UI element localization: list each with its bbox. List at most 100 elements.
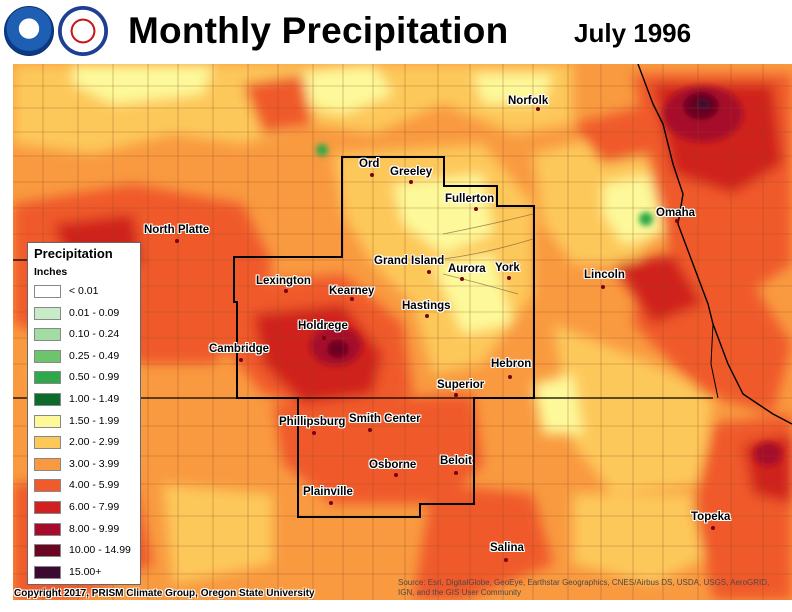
city-label-superior: Superior [437, 379, 485, 391]
legend-item: 10.00 - 14.99 [34, 542, 138, 558]
city-dot [460, 277, 464, 281]
city-dot [425, 314, 429, 318]
legend-item: 0.50 - 0.99 [34, 369, 138, 385]
city-label-plainville: Plainville [303, 486, 353, 498]
source-attribution: Source: Esri, DigitalGlobe, GeoEye, Eart… [398, 578, 770, 597]
city-label-hastings: Hastings [402, 300, 451, 312]
map-title: Monthly Precipitation [128, 10, 509, 51]
city-dot [454, 471, 458, 475]
city-label-north-platte: North Platte [144, 224, 210, 236]
map-date: July 1996 [574, 18, 692, 48]
legend-label: 0.50 - 0.99 [69, 371, 120, 384]
legend-item: 4.00 - 5.99 [34, 477, 138, 493]
legend-label: 2.00 - 2.99 [69, 436, 120, 449]
legend-item: 2.00 - 2.99 [34, 434, 138, 450]
legend-label: 6.00 - 7.99 [69, 501, 120, 513]
legend-item: 3.00 - 3.99 [34, 456, 138, 472]
legend-swatch [34, 414, 61, 428]
legend-label: 3.00 - 3.99 [69, 457, 120, 470]
city-label-aurora: Aurora [448, 263, 486, 275]
header: Monthly Precipitation July 1996 [0, 0, 792, 64]
legend-swatch [34, 285, 61, 298]
legend-swatch [34, 371, 61, 385]
legend-item: 0.01 - 0.09 [34, 305, 138, 321]
city-dot [601, 285, 605, 289]
city-dot [504, 558, 508, 562]
city-label-phillipsburg: Phillipsburg [279, 416, 346, 428]
legend-units: Inches [34, 266, 68, 278]
city-label-grand-island: Grand Island [374, 255, 445, 267]
city-dot [507, 276, 511, 280]
legend-swatch [34, 306, 61, 320]
city-label-cambridge: Cambridge [209, 343, 270, 355]
city-dot [175, 239, 179, 243]
legend-swatch [34, 479, 61, 493]
legend-swatch [34, 565, 61, 579]
city-label-ord: Ord [359, 158, 380, 170]
legend-swatch [34, 328, 61, 342]
city-dot [409, 180, 413, 184]
legend-item: 1.50 - 1.99 [34, 413, 138, 429]
city-label-hebron: Hebron [491, 358, 532, 370]
city-dot [454, 393, 458, 397]
legend-item: 15.00+ [34, 564, 138, 580]
legend-swatch [34, 436, 61, 450]
city-dot [711, 526, 715, 530]
city-label-lexington: Lexington [256, 275, 311, 287]
legend-swatch [34, 522, 61, 536]
legend-title: Precipitation [34, 246, 113, 261]
legend-item: 1.00 - 1.49 [34, 391, 138, 407]
city-label-holdrege: Holdrege [298, 320, 348, 332]
legend-label: 0.10 - 0.24 [69, 328, 120, 341]
legend-item: 0.25 - 0.49 [34, 348, 138, 364]
city-dot [322, 336, 326, 340]
city-label-osborne: Osborne [369, 459, 417, 471]
legend-label: 15.00+ [69, 565, 102, 578]
city-dot [427, 270, 431, 274]
city-dot [370, 173, 374, 177]
city-dot [394, 473, 398, 477]
city-dot [329, 501, 333, 505]
city-label-omaha: Omaha [656, 207, 695, 219]
legend-label: < 0.01 [69, 285, 99, 297]
legend: Precipitation Inches < 0.01 0.01 - 0.09 0.… [27, 242, 141, 585]
city-label-fullerton: Fullerton [445, 193, 495, 205]
legend-swatch [34, 349, 61, 363]
city-dot [350, 297, 354, 301]
city-dot [536, 107, 540, 111]
city-dot [675, 219, 679, 223]
legend-label: 4.00 - 5.99 [69, 479, 120, 492]
legend-label: 10.00 - 14.99 [69, 544, 131, 557]
legend-label: 0.25 - 0.49 [69, 349, 120, 362]
city-label-salina: Salina [490, 542, 524, 554]
city-label-kearney: Kearney [329, 285, 375, 297]
legend-swatch [34, 393, 61, 406]
city-dot [368, 428, 372, 432]
city-label-york: York [495, 262, 520, 274]
city-label-smith-center: Smith Center [349, 413, 421, 425]
city-label-greeley: Greeley [390, 166, 433, 178]
city-dot [508, 375, 512, 379]
city-label-beloit: Beloit [440, 455, 472, 467]
city-label-topeka: Topeka [691, 511, 731, 523]
city-dot [239, 358, 243, 362]
noaa-logo [4, 6, 54, 56]
copyright-text: Copyright 2017, PRISM Climate Group, Ore… [14, 588, 315, 599]
legend-swatch [34, 544, 61, 558]
city-dot [474, 207, 478, 211]
city-dot [312, 431, 316, 435]
legend-swatch [34, 501, 61, 514]
city-label-norfolk: Norfolk [508, 95, 549, 107]
city-dot [284, 289, 288, 293]
legend-item: < 0.01 [34, 283, 138, 299]
legend-swatch [34, 457, 61, 471]
legend-label: 8.00 - 9.99 [69, 522, 120, 535]
legend-label: 0.01 - 0.09 [69, 306, 120, 319]
legend-item: 0.10 - 0.24 [34, 326, 138, 342]
nws-logo [58, 6, 108, 56]
legend-label: 1.00 - 1.49 [69, 393, 120, 405]
city-label-lincoln: Lincoln [584, 269, 625, 281]
legend-item: 8.00 - 9.99 [34, 521, 138, 537]
legend-label: 1.50 - 1.99 [69, 414, 120, 427]
legend-item: 6.00 - 7.99 [34, 499, 138, 515]
